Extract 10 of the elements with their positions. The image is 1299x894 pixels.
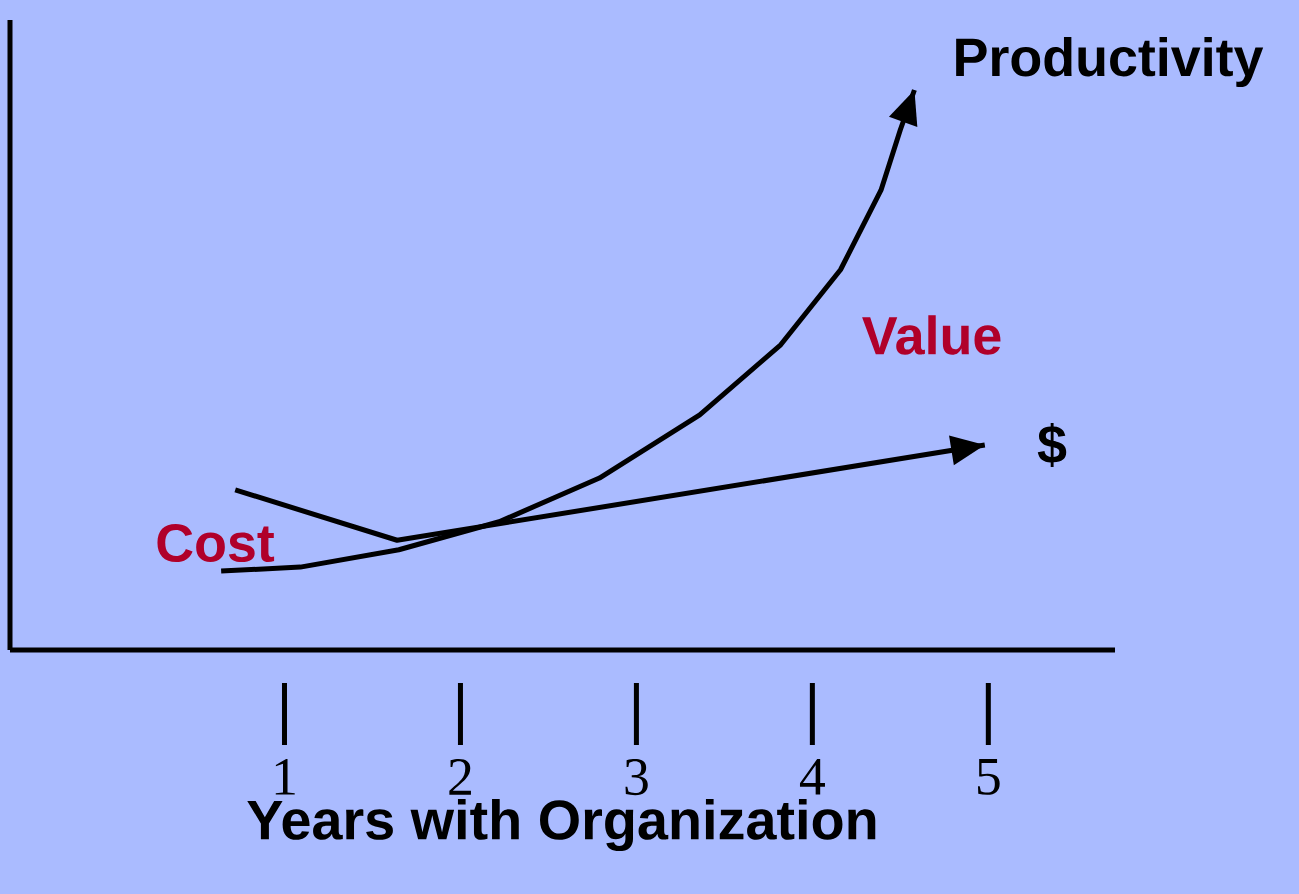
x-axis-title: Years with Organization (247, 798, 876, 852)
text: Productivity (956, 36, 1264, 88)
annotation: Cost (157, 523, 275, 563)
x-tick-label: 1 (275, 759, 295, 795)
x-tick-label: 3 (625, 759, 648, 796)
annotation: Value (862, 315, 1001, 355)
x-tick-label: 5 (977, 759, 1000, 795)
x-tick-label: 4 (799, 759, 825, 795)
annotation: $ (1037, 423, 1067, 467)
x-tick-label: 2 (449, 759, 471, 795)
